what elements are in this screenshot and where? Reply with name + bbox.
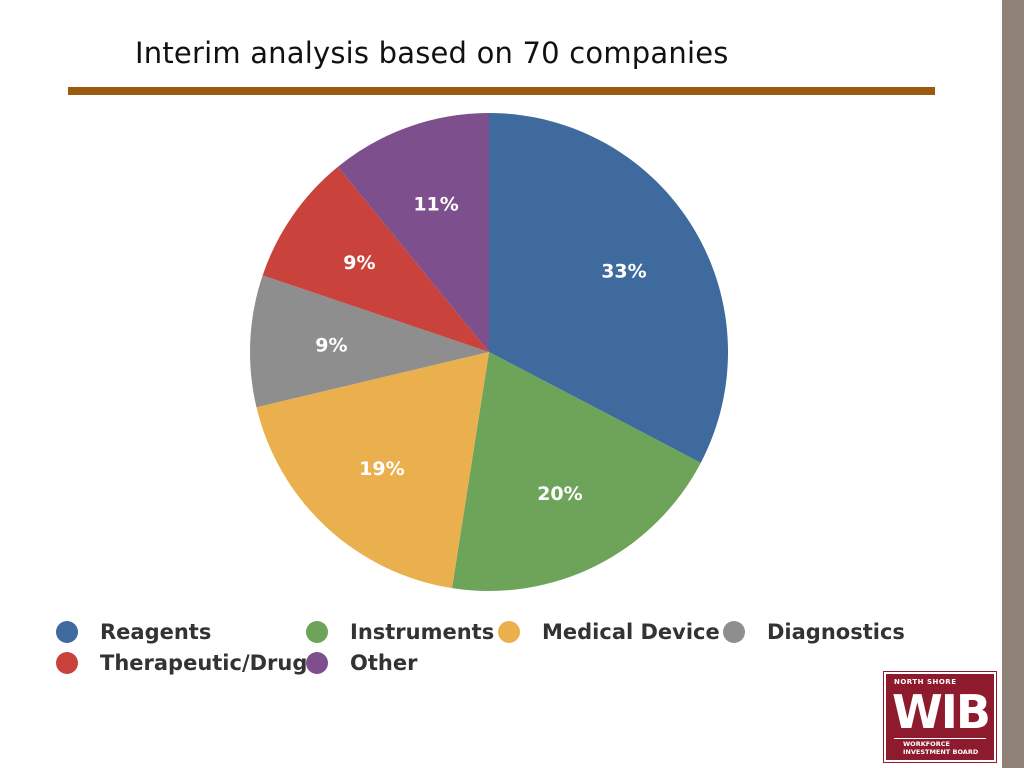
title-underline bbox=[68, 87, 935, 95]
legend-label-instruments: Instruments bbox=[350, 620, 495, 644]
legend-swatch-instruments bbox=[306, 621, 328, 643]
legend-swatch-medical-device bbox=[498, 621, 520, 643]
right-side-bar bbox=[1002, 0, 1024, 768]
legend-label-reagents: Reagents bbox=[100, 620, 212, 644]
logo-divider bbox=[894, 738, 986, 739]
legend-swatch-other bbox=[306, 652, 328, 674]
legend-swatch-reagents bbox=[56, 621, 78, 643]
wib-logo: NORTH SHORE WIB WORKFORCE INVESTMENT BOA… bbox=[883, 671, 997, 763]
slide-title: Interim analysis based on 70 companies bbox=[135, 36, 729, 70]
pie-label-reagents: 33% bbox=[601, 260, 646, 282]
legend-swatch-diagnostics bbox=[723, 621, 745, 643]
pie-slice-other bbox=[337, 113, 489, 352]
pie-slice-medical-device bbox=[256, 352, 489, 589]
pie-label-medical-device: 19% bbox=[359, 458, 404, 480]
logo-sub-text: WORKFORCE INVESTMENT BOARD bbox=[903, 740, 978, 756]
pie-slice-therapeutic-drug bbox=[262, 166, 489, 352]
pie-slice-instruments bbox=[451, 352, 701, 591]
pie-slice-diagnostics bbox=[250, 275, 489, 408]
logo-sub-text-line-1: WORKFORCE bbox=[903, 740, 950, 748]
legend-item-instruments: Instruments bbox=[306, 620, 494, 644]
legend-label-other: Other bbox=[350, 651, 418, 675]
legend-label-diagnostics: Diagnostics bbox=[767, 620, 905, 644]
logo-sub-text-line-2: INVESTMENT BOARD bbox=[903, 748, 979, 756]
pie-label-instruments: 20% bbox=[537, 483, 582, 505]
pie-label-other: 11% bbox=[413, 193, 458, 215]
legend-item-other: Other bbox=[306, 651, 417, 675]
logo-main-text: WIB bbox=[892, 685, 991, 739]
pie-label-diagnostics: 9% bbox=[315, 335, 347, 357]
legend-item-therapeutic-drug: Therapeutic/Drug bbox=[56, 651, 307, 675]
logo-top-text: NORTH SHORE bbox=[894, 678, 957, 686]
legend-item-medical-device: Medical Device bbox=[498, 620, 720, 644]
legend-label-medical-device: Medical Device bbox=[542, 620, 720, 644]
legend-item-reagents: Reagents bbox=[56, 620, 211, 644]
pie-slice-reagents bbox=[489, 113, 728, 463]
pie-label-therapeutic-drug: 9% bbox=[343, 252, 375, 274]
legend-swatch-therapeutic-drug bbox=[56, 652, 78, 674]
legend-item-diagnostics: Diagnostics bbox=[723, 620, 905, 644]
legend-label-therapeutic-drug: Therapeutic/Drug bbox=[100, 651, 308, 675]
